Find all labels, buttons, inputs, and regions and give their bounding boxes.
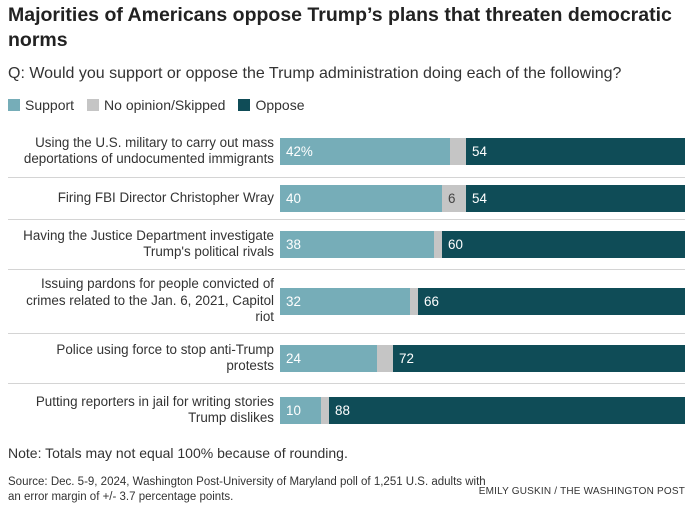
- data-label-support-firing-fbi-director: 40: [286, 191, 301, 206]
- data-label-oppose-police-force-protests: 72: [399, 351, 414, 366]
- category-label-jail-reporters: Putting reporters in jail for writing st…: [35, 393, 274, 426]
- category-label-police-force-protests: Police using force to stop anti-Trump pr…: [56, 341, 274, 374]
- bar-support-firing-fbi-director: [280, 185, 442, 212]
- survey-question: Q: Would you support or oppose the Trump…: [8, 65, 622, 82]
- bar-oppose-jan6-pardons: [418, 288, 685, 315]
- category-label-military-deportations: Using the U.S. military to carry out mas…: [23, 134, 274, 167]
- legend-item-support: Support: [8, 97, 74, 113]
- chart-note: Note: Totals may not equal 100% because …: [8, 445, 348, 461]
- chart-source: Source: Dec. 5-9, 2024, Washington Post-…: [8, 476, 486, 503]
- bar-oppose-military-deportations: [466, 138, 685, 165]
- legend-label-support: Support: [25, 97, 75, 113]
- bar-oppose-police-force-protests: [393, 345, 685, 372]
- legend-swatch-no-opinion: [87, 99, 100, 111]
- data-label-oppose-military-deportations: 54: [472, 144, 487, 159]
- bar-no-opinion-firing-fbi-director: [442, 185, 466, 212]
- bar-no-opinion-jail-reporters: [321, 397, 329, 424]
- legend-swatch-oppose: [238, 99, 251, 111]
- bar-no-opinion-police-force-protests: [377, 345, 393, 372]
- legend-swatch-support: [8, 99, 20, 111]
- bar-support-jail-reporters: [280, 397, 321, 424]
- data-label-no-opinion-firing-fbi-director: 6: [448, 191, 456, 206]
- bar-support-military-deportations: [280, 138, 450, 165]
- bar-support-police-force-protests: [280, 345, 377, 372]
- bar-oppose-investigate-rivals: [442, 231, 685, 258]
- data-label-support-military-deportations: 42%: [286, 144, 313, 159]
- data-label-support-jan6-pardons: 32: [286, 294, 301, 309]
- category-label-firing-fbi-director: Firing FBI Director Christopher Wray: [57, 189, 274, 205]
- row-divider: [8, 383, 685, 384]
- legend-label-oppose: Oppose: [255, 97, 305, 113]
- stacked-bar-chart: Using the U.S. military to carry out mas…: [0, 125, 693, 425]
- row-divider: [8, 219, 685, 220]
- row-divider: [8, 269, 685, 270]
- legend-item-oppose: Oppose: [238, 97, 305, 113]
- data-label-support-investigate-rivals: 38: [286, 237, 301, 252]
- bar-no-opinion-investigate-rivals: [434, 231, 442, 258]
- data-label-support-police-force-protests: 24: [286, 351, 301, 366]
- row-divider: [8, 333, 685, 334]
- bar-oppose-firing-fbi-director: [466, 185, 685, 212]
- data-label-oppose-jail-reporters: 88: [335, 403, 350, 418]
- data-label-oppose-jan6-pardons: 66: [424, 294, 439, 309]
- bar-support-jan6-pardons: [280, 288, 410, 315]
- category-label-jan6-pardons: Issuing pardons for people convicted of …: [26, 276, 274, 325]
- legend: Support No opinion/Skipped Oppose: [8, 96, 318, 114]
- data-label-oppose-firing-fbi-director: 54: [472, 191, 487, 206]
- bar-no-opinion-jan6-pardons: [410, 288, 418, 315]
- chart-title: Majorities of Americans oppose Trump’s p…: [8, 4, 672, 51]
- bar-no-opinion-military-deportations: [450, 138, 466, 165]
- chart-credit: EMILY GUSKIN / THE WASHINGTON POST: [478, 486, 685, 497]
- row-divider: [8, 177, 685, 178]
- bar-support-investigate-rivals: [280, 231, 434, 258]
- legend-label-no-opinion: No opinion/Skipped: [104, 97, 226, 113]
- category-label-investigate-rivals: Having the Justice Department investigat…: [23, 227, 274, 260]
- bar-oppose-jail-reporters: [329, 397, 685, 424]
- data-label-support-jail-reporters: 10: [286, 403, 301, 418]
- legend-item-no-opinion: No opinion/Skipped: [87, 97, 225, 113]
- data-label-oppose-investigate-rivals: 60: [448, 237, 463, 252]
